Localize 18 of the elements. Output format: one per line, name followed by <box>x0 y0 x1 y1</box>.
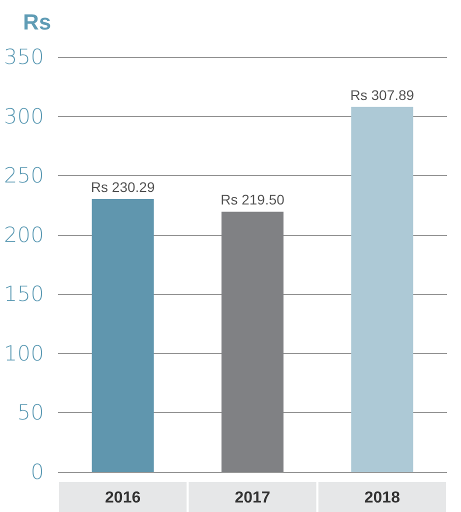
bar <box>222 212 284 472</box>
y-tick-label: 0 <box>30 460 44 484</box>
y-tick-label: 50 <box>17 400 44 425</box>
data-label: Rs 230.29 <box>90 178 155 195</box>
y-tick-label: 100 <box>4 341 44 366</box>
data-label: Rs 219.50 <box>220 192 285 208</box>
y-tick-label: 150 <box>4 282 44 306</box>
y-axis-title: Rs <box>23 10 52 34</box>
bar <box>351 106 414 472</box>
y-tick-label: 350 <box>4 45 44 69</box>
x-tick-label: 2018 <box>364 490 400 506</box>
bar <box>92 198 154 472</box>
y-tick-label: 250 <box>4 164 44 188</box>
data-label: Rs 307.89 <box>350 86 414 103</box>
y-tick-label: 300 <box>4 104 44 128</box>
x-tick-label: 2017 <box>234 490 270 506</box>
y-tick-label: 200 <box>4 222 44 247</box>
x-tick-label: 2016 <box>105 490 141 506</box>
